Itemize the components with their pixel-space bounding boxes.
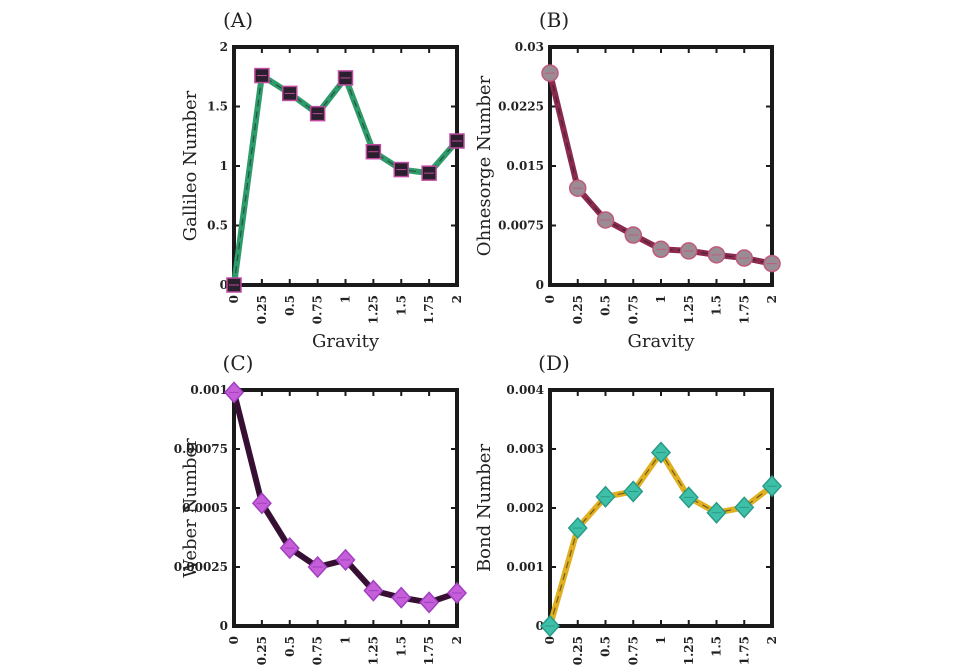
panel-c-xtick-label: 0.5	[283, 636, 297, 657]
panel-b-series-line	[547, 70, 775, 267]
panel-d-ytick-label: 0	[536, 619, 544, 633]
panel-d-xtick-label: 0.5	[599, 636, 613, 657]
panel-a-xtick-label: 0	[227, 295, 241, 303]
panel-c-ytick-label: 0.001	[190, 383, 228, 397]
panel-c-xtick-label: 0	[227, 636, 241, 644]
panel-d-ytick-label: 0.002	[506, 501, 544, 515]
panel-d-ytick-label: 0.003	[506, 442, 544, 456]
panel-d-xtick-label: 0.25	[571, 636, 585, 665]
panel-a: (A) 0 0.5 1 1.5 2 0 0.25 0.5 0.75 1 1.25 1.5 1.75 2 Gra…	[180, 8, 465, 352]
panel-b-xtick-label: 1	[654, 295, 668, 303]
panel-a-xtick-label: 2	[450, 295, 464, 303]
panel-c-ytick-label: 0.00075	[174, 442, 228, 456]
panel-c: (C) 0 0.00025 0.0005 0.00075 0.001 0 0.25 0.5 0.7…	[174, 351, 468, 665]
panel-c-ytick-label: 0.00025	[174, 560, 228, 574]
panel-b-ylabel: Ohnesorge Number	[474, 75, 495, 256]
panel-b-ytick-label: 0	[536, 278, 544, 292]
panel-d-xtick-label: 2	[765, 636, 779, 644]
panel-c-xtick-label: 1	[339, 636, 353, 644]
panel-b-xtick-label: 0.5	[599, 295, 613, 316]
panel-b-xtick-label: 0.75	[626, 295, 640, 324]
panel-c-xtick-label: 2	[450, 636, 464, 644]
panel-a-xlabel: Gravity	[312, 331, 380, 352]
panel-a-xtick-label: 0.75	[311, 295, 325, 324]
panel-d: (D) 0 0.001 0.002 0.003 0.004 0 0.25 0.5 0.75 1 1.2…	[474, 351, 783, 665]
panel-d-ytick-label: 0.001	[506, 560, 544, 574]
panel-d-title: (D)	[538, 351, 570, 375]
panel-a-ytick-label: 0	[220, 278, 228, 292]
panel-a-xtick-label: 1.75	[422, 295, 436, 324]
panel-d-xtick-label: 1.25	[682, 636, 696, 665]
panel-b-xtick-label: 1.25	[682, 295, 696, 324]
panel-a-ytick-label: 1	[220, 159, 228, 173]
panel-a-xtick-label: 0.5	[283, 295, 297, 316]
panel-d-xtick-label: 0.75	[626, 636, 640, 665]
panel-b-xtick-label: 0	[543, 295, 557, 303]
panel-b-xtick-label: 1.5	[710, 295, 724, 316]
panel-b-xtick-label: 2	[765, 295, 779, 303]
panel-a-ytick-label: 2	[220, 40, 228, 54]
panel-d-xtick-label: 1	[654, 636, 668, 644]
panel-c-xtick-label: 1.25	[366, 636, 380, 665]
panel-b: (B) 0 0.0075 0.015 0.0225 0.03 0 0.25 0.5 0.75 1 1.…	[474, 8, 781, 352]
panel-b-ytick-label: 0.0225	[498, 100, 544, 114]
panel-c-ytick-label: 0	[220, 619, 228, 633]
panel-a-ylabel: Gallileo Number	[180, 90, 201, 241]
panel-c-xtick-label: 1.75	[422, 636, 436, 665]
panel-a-xtick-label: 1	[339, 295, 353, 303]
panel-b-ytick-label: 0.0075	[498, 219, 544, 233]
panel-a-xtick-label: 0.25	[255, 295, 269, 324]
panel-c-title: (C)	[223, 351, 254, 375]
panel-c-ylabel: Weber Number	[180, 438, 201, 578]
panel-b-xtick-label: 1.75	[737, 295, 751, 324]
panel-d-xtick-label: 1.5	[710, 636, 724, 657]
panel-a-title: (A)	[223, 8, 253, 32]
panel-d-series-dash	[549, 451, 773, 627]
panel-a-xtick-label: 1.25	[366, 295, 380, 324]
panel-b-ytick-label: 0.015	[506, 159, 544, 173]
panel-d-xtick-label: 1.75	[737, 636, 751, 665]
panel-a-ytick-label: 0.5	[207, 219, 228, 233]
panel-b-ytick-label: 0.03	[515, 40, 544, 54]
panel-c-xtick-label: 1.5	[394, 636, 408, 657]
panel-d-xtick-label: 0	[543, 636, 557, 644]
panel-d-series-line	[547, 449, 775, 629]
panel-d-ylabel: Bond Number	[474, 444, 495, 572]
panel-a-ytick-label: 1.5	[207, 100, 228, 114]
panel-c-ytick-label: 0.0005	[182, 501, 228, 515]
panel-b-series-dash	[549, 73, 773, 265]
panel-b-xtick-label: 0.25	[571, 295, 585, 324]
panel-a-xtick-label: 1.5	[394, 295, 408, 316]
panel-c-xtick-label: 0.75	[311, 636, 325, 665]
panel-d-ytick-label: 0.004	[506, 383, 544, 397]
panel-c-xtick-label: 0.25	[255, 636, 269, 665]
panel-b-title: (B)	[539, 8, 569, 32]
panel-b-xlabel: Gravity	[627, 331, 695, 352]
